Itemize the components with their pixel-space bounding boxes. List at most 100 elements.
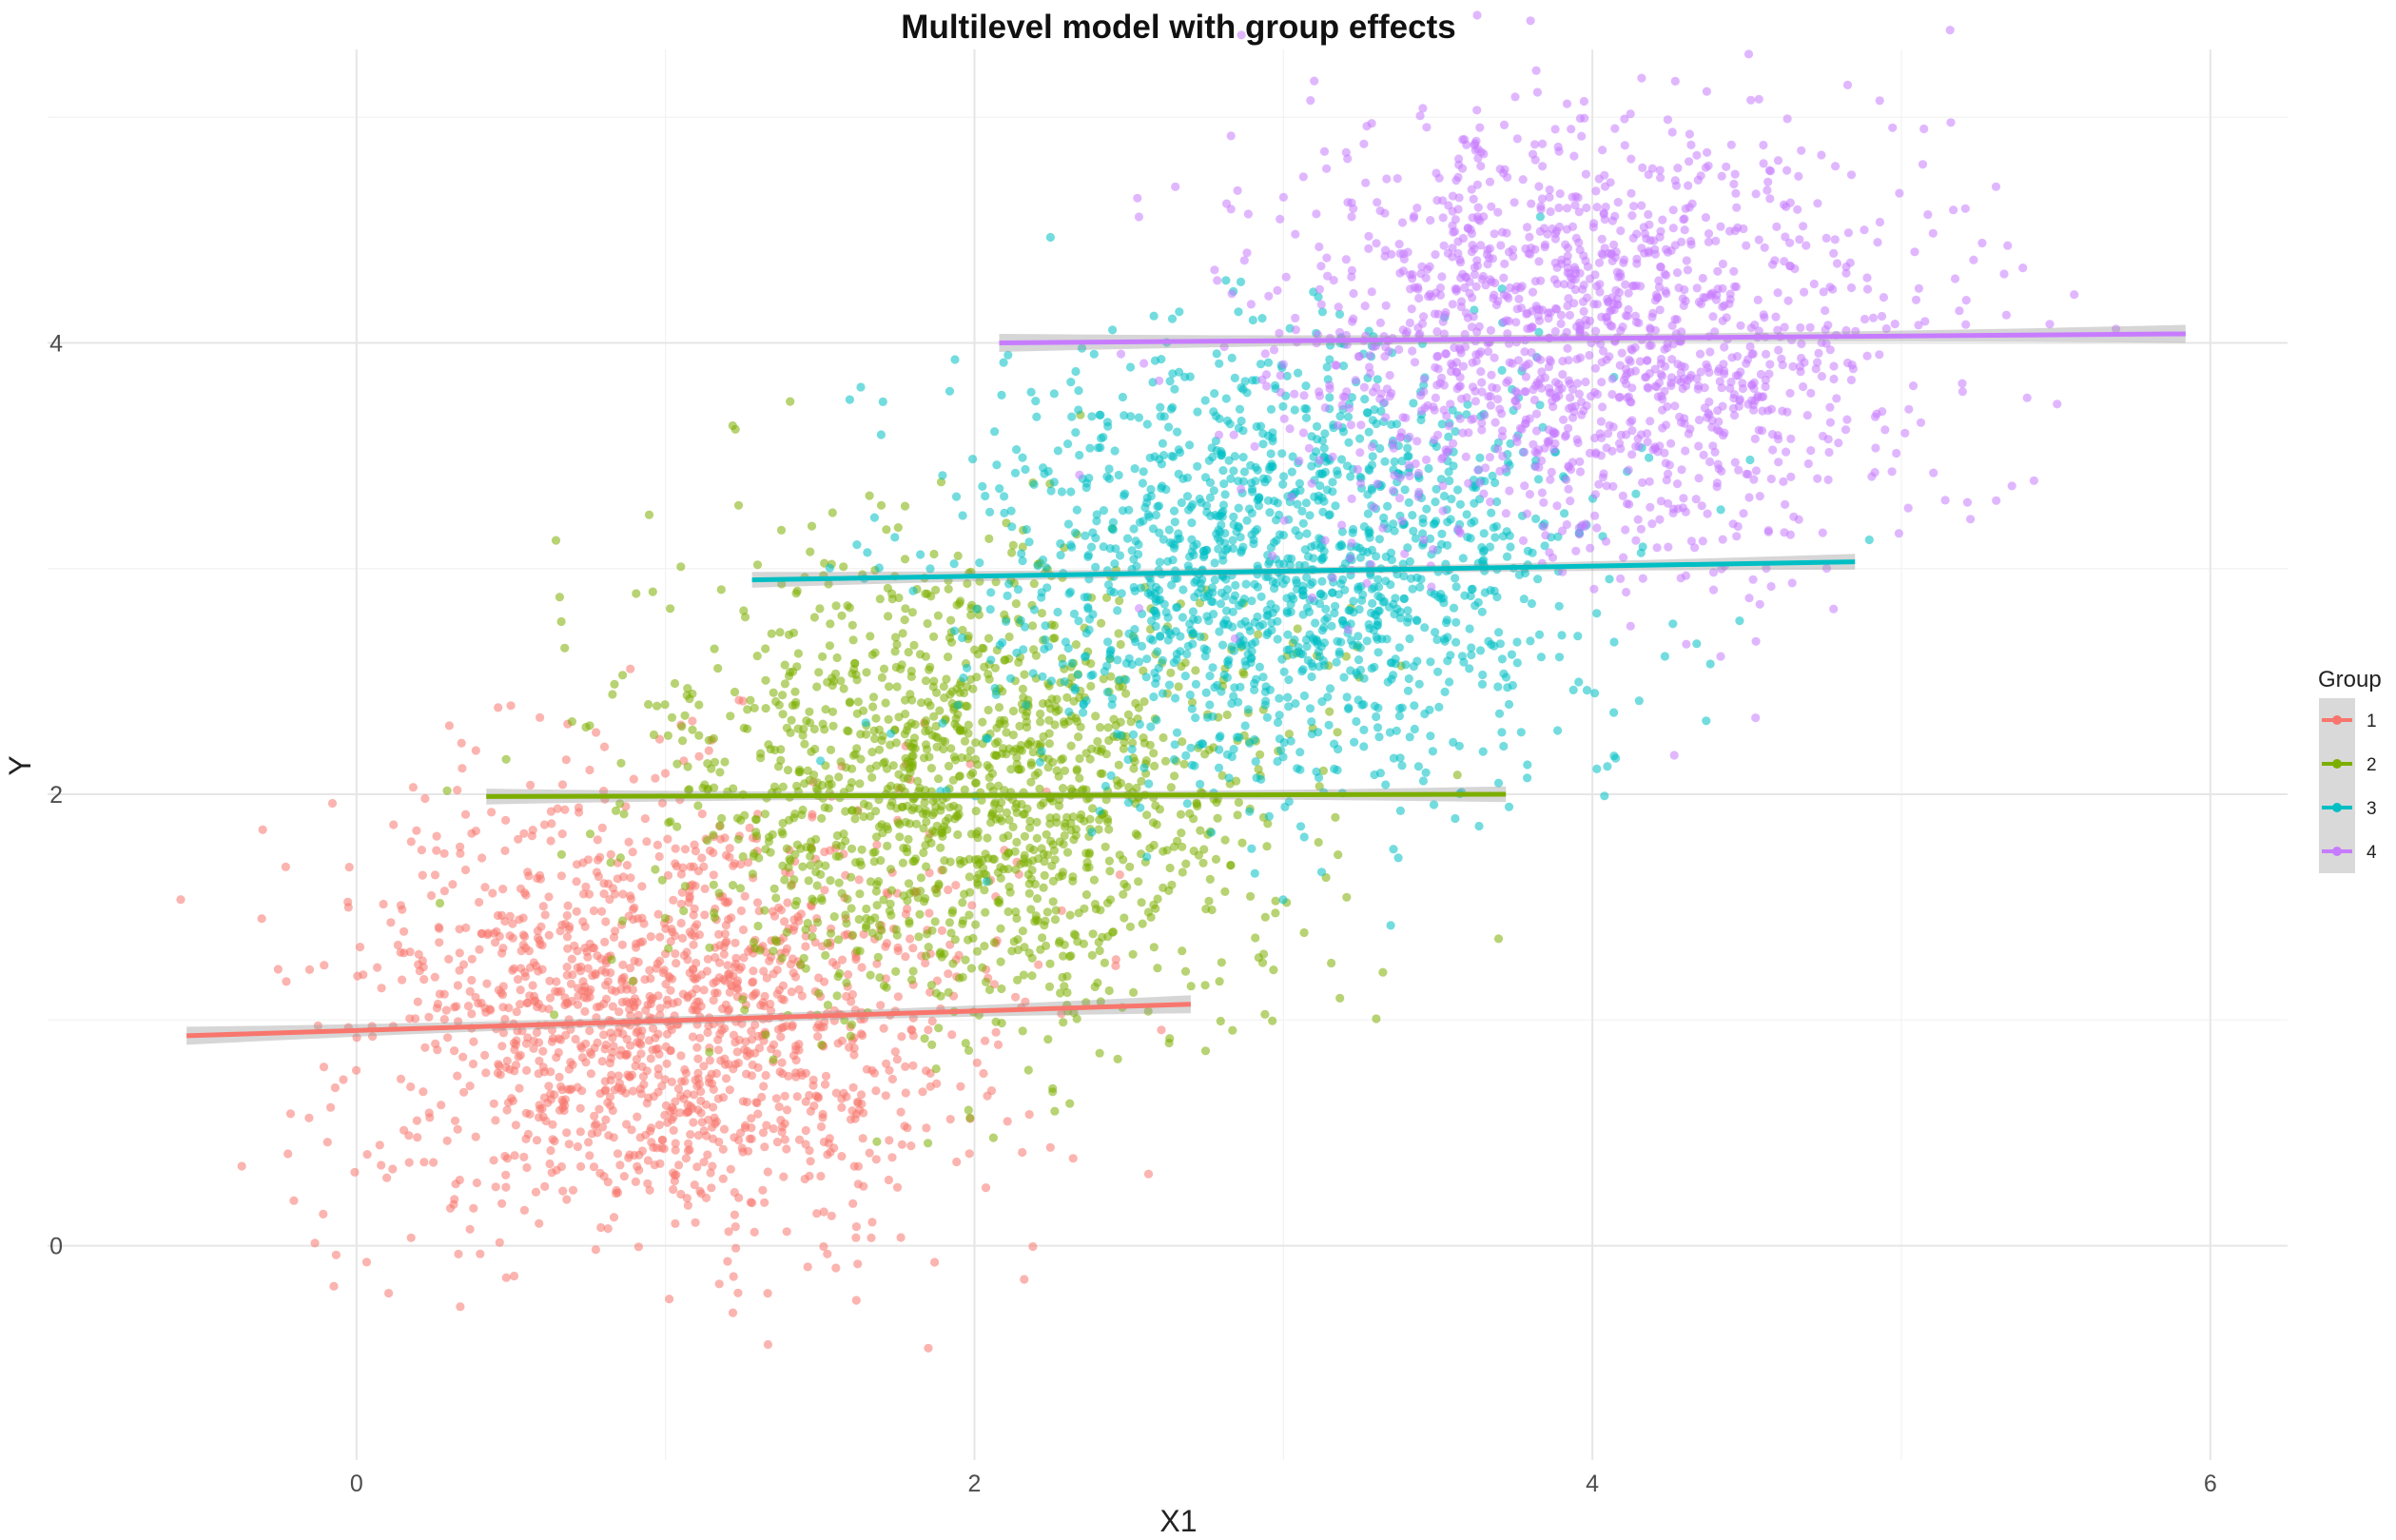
data-point [481, 1068, 491, 1078]
data-point [983, 833, 992, 843]
data-point [1003, 350, 1013, 360]
data-point [568, 1060, 577, 1069]
data-point [475, 897, 484, 907]
data-point [1494, 628, 1504, 637]
data-point [676, 869, 687, 879]
data-point [1168, 556, 1178, 565]
data-point [1781, 499, 1790, 510]
data-point [1224, 773, 1234, 783]
data-point [798, 731, 808, 740]
data-point [1178, 842, 1187, 851]
data-point [933, 611, 944, 620]
data-point [539, 820, 550, 829]
data-point [1504, 699, 1514, 710]
data-point [1347, 494, 1356, 504]
data-point [1165, 1034, 1175, 1043]
data-point [836, 757, 846, 767]
data-point [978, 481, 987, 491]
data-point [1218, 466, 1228, 476]
data-point [509, 964, 518, 973]
data-point [1164, 422, 1174, 432]
data-point [1410, 358, 1420, 367]
data-point [1209, 407, 1218, 417]
data-point [859, 1108, 868, 1118]
data-point [1759, 159, 1768, 168]
data-point [972, 829, 982, 839]
data-point [555, 926, 565, 936]
data-point [1864, 535, 1874, 545]
data-point [1006, 506, 1016, 516]
data-point [971, 807, 981, 816]
data-point [1692, 639, 1702, 649]
data-point [690, 1090, 699, 1100]
data-point [1041, 621, 1050, 631]
data-point [1032, 817, 1042, 828]
data-point [1227, 751, 1237, 762]
data-point [927, 1040, 937, 1049]
data-point [1054, 771, 1063, 781]
data-point [812, 778, 822, 788]
data-point [1150, 761, 1159, 771]
data-point [1324, 511, 1334, 520]
data-point [709, 870, 718, 880]
data-point [728, 881, 738, 890]
data-point [760, 809, 770, 819]
data-point [921, 893, 930, 904]
data-point [885, 1065, 894, 1075]
data-point [547, 1037, 557, 1046]
data-point [1554, 601, 1564, 611]
data-point [1025, 816, 1035, 826]
data-point [405, 1014, 415, 1023]
data-point [1210, 389, 1219, 399]
data-point [1245, 807, 1255, 816]
data-point [1076, 813, 1085, 824]
data-point [1043, 642, 1054, 652]
data-point [1206, 511, 1216, 521]
data-point [1431, 497, 1440, 507]
data-point [1672, 268, 1683, 278]
data-point [1229, 512, 1238, 521]
data-point [1562, 519, 1571, 530]
data-point [469, 1203, 478, 1213]
data-point [1032, 894, 1042, 904]
data-point [1307, 717, 1316, 727]
data-point [1173, 602, 1182, 612]
data-point [1241, 579, 1251, 589]
data-point [1062, 987, 1072, 998]
data-point [819, 1207, 828, 1217]
data-point [942, 786, 951, 795]
data-point [1115, 551, 1125, 560]
data-point [450, 1003, 459, 1012]
data-point [878, 397, 887, 406]
data-point [1290, 405, 1299, 415]
data-point [1370, 770, 1379, 780]
data-point [1079, 699, 1088, 709]
data-point [967, 901, 977, 910]
data-point [1159, 599, 1169, 609]
data-point [982, 870, 991, 880]
data-point [807, 747, 816, 757]
data-point [720, 757, 730, 767]
data-point [714, 888, 724, 898]
data-point [752, 898, 763, 907]
data-point [589, 1162, 599, 1172]
data-point [1151, 510, 1160, 520]
data-point [1293, 624, 1302, 634]
data-point [450, 1195, 459, 1204]
data-point [827, 1211, 836, 1220]
data-point [1152, 611, 1161, 621]
data-point [1412, 615, 1421, 625]
data-point [1359, 742, 1369, 751]
data-point [929, 549, 939, 559]
data-point [498, 885, 508, 894]
data-point [1005, 673, 1016, 683]
data-point [709, 979, 718, 988]
data-point [797, 991, 807, 1001]
data-point [989, 854, 999, 865]
data-point [1153, 647, 1162, 656]
data-point [1216, 536, 1225, 546]
data-point [992, 723, 1002, 732]
data-point [1260, 349, 1270, 359]
data-point [1597, 234, 1607, 244]
data-point [1116, 639, 1125, 650]
